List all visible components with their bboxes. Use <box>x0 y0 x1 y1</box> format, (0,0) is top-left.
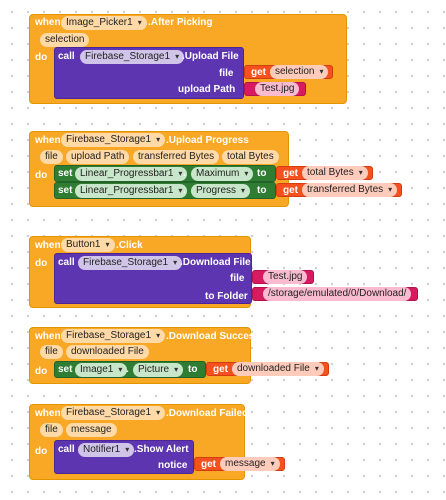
when-label: when <box>35 331 61 342</box>
arg-label-to-folder: to Folder <box>205 291 248 302</box>
component-dropdown[interactable]: Firebase_Storage1 <box>80 50 185 64</box>
arg-label-notice: notice <box>158 460 188 471</box>
property-dropdown[interactable]: Maximum <box>191 167 254 181</box>
arg-label-file: file <box>230 273 245 284</box>
dot-label: . <box>183 168 186 179</box>
method-name: .Show Alert <box>134 444 189 455</box>
call-label: call <box>58 51 75 62</box>
component-dropdown[interactable]: Firebase_Storage1 <box>78 256 183 270</box>
param-transferred-bytes[interactable]: transferred Bytes <box>133 150 220 164</box>
param-downloaded-file[interactable]: downloaded File <box>66 345 149 359</box>
text-value[interactable]: /storage/emulated/0/Download/ <box>263 287 412 301</box>
call-label: call <box>58 257 75 268</box>
do-label: do <box>35 170 48 181</box>
variable-dropdown[interactable]: message <box>220 457 280 471</box>
when-label: when <box>35 135 61 146</box>
param-upload-path[interactable]: upload Path <box>66 150 130 164</box>
when-label: when <box>35 408 61 419</box>
event-name: .After Picking <box>148 17 213 28</box>
arg-label-upload-path: upload Path <box>178 84 236 95</box>
variable-dropdown[interactable]: selection <box>270 65 329 79</box>
get-label: get <box>251 66 266 78</box>
when-label: when <box>35 17 61 28</box>
component-dropdown[interactable]: Notifier1 <box>78 443 135 457</box>
component-dropdown[interactable]: Firebase_Storage1 <box>61 406 166 420</box>
do-label: do <box>35 52 48 63</box>
to-label: to <box>257 168 267 179</box>
text-value[interactable]: Test.jpg <box>255 82 300 96</box>
when-label: when <box>35 240 61 251</box>
get-downloaded-file-block[interactable]: get downloaded File <box>206 362 329 376</box>
get-label: get <box>201 458 216 470</box>
text-value[interactable]: Test.jpg <box>263 270 308 284</box>
param-file[interactable]: file <box>40 345 63 359</box>
component-dropdown[interactable]: Firebase_Storage1 <box>61 329 166 343</box>
get-total-bytes-block[interactable]: get total Bytes <box>276 166 373 180</box>
set-label: set <box>58 364 73 375</box>
do-label: do <box>35 446 48 457</box>
method-name: .Upload File <box>182 51 239 62</box>
param-file[interactable]: file <box>40 150 63 164</box>
text-file-block[interactable]: Test.jpg <box>252 270 315 284</box>
text-folder-block[interactable]: /storage/emulated/0/Download/ <box>252 287 419 301</box>
param-selection[interactable]: selection <box>40 33 90 47</box>
set-label: set <box>58 168 73 179</box>
get-label: get <box>213 363 228 375</box>
param-message[interactable]: message <box>66 423 117 437</box>
event-name: .Upload Progress <box>166 135 249 146</box>
dot-label: . <box>183 185 186 196</box>
get-label: get <box>283 167 298 179</box>
to-label: to <box>188 364 198 375</box>
component-dropdown[interactable]: Image_Picker1 <box>61 16 147 30</box>
event-name: .Download Failed <box>166 408 249 419</box>
component-dropdown[interactable]: Linear_Progressbar1 <box>75 167 188 181</box>
do-label: do <box>35 258 48 269</box>
event-name: .Click <box>116 240 143 251</box>
method-name: .Download File <box>180 257 251 268</box>
param-total-bytes[interactable]: total Bytes <box>222 150 279 164</box>
property-dropdown[interactable]: Picture <box>133 363 184 377</box>
arg-label-file: file <box>219 68 234 79</box>
dot-label: . <box>126 364 129 375</box>
variable-dropdown[interactable]: downloaded File <box>232 362 324 376</box>
text-upload-path-block[interactable]: Test.jpg <box>244 82 307 96</box>
set-label: set <box>58 185 73 196</box>
get-message-block[interactable]: get message <box>194 457 285 471</box>
variable-dropdown[interactable]: transferred Bytes <box>302 183 398 197</box>
param-file[interactable]: file <box>40 423 63 437</box>
get-label: get <box>283 184 298 196</box>
get-transferred-bytes-block[interactable]: get transferred Bytes <box>276 183 403 197</box>
to-label: to <box>257 185 267 196</box>
variable-dropdown[interactable]: total Bytes <box>302 166 368 180</box>
component-dropdown[interactable]: Button1 <box>61 238 115 252</box>
do-label: do <box>35 366 48 377</box>
event-name: .Download Success <box>166 331 260 342</box>
component-dropdown[interactable]: Image1 <box>75 363 128 377</box>
component-dropdown[interactable]: Firebase_Storage1 <box>61 133 166 147</box>
get-selection-block[interactable]: get selection <box>244 65 334 79</box>
component-dropdown[interactable]: Linear_Progressbar1 <box>75 184 188 198</box>
call-label: call <box>58 444 75 455</box>
property-dropdown[interactable]: Progress <box>191 184 251 198</box>
